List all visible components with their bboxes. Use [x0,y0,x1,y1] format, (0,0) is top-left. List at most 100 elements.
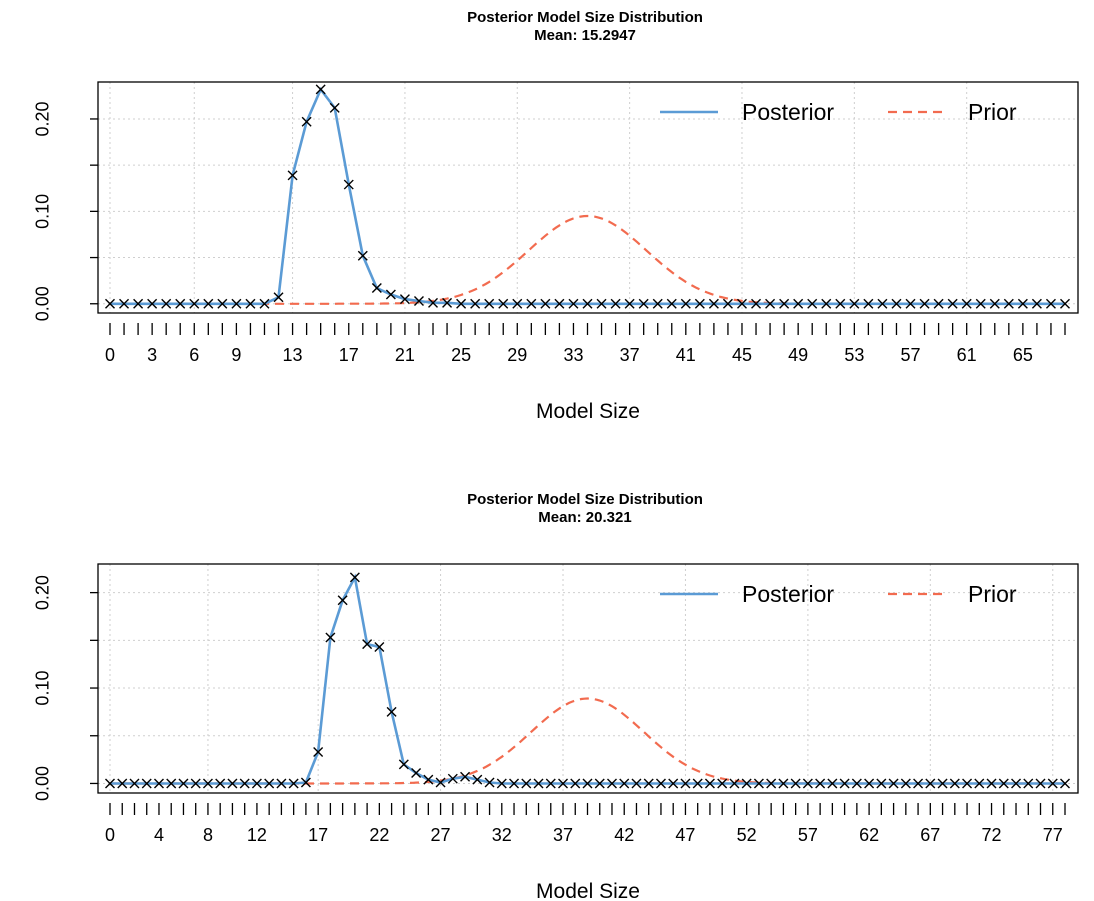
x-tick-label: 57 [798,825,818,845]
x-tick-label: 6 [189,345,199,365]
posterior-point [827,778,838,789]
posterior-point [521,778,532,789]
posterior-point [619,778,630,789]
chart-title: Posterior Model Size Distribution [467,491,703,508]
posterior-point [790,778,801,789]
posterior-point [680,778,691,789]
posterior-point [105,298,115,309]
posterior-point [998,778,1009,789]
posterior-point [666,298,677,309]
plot-frame [97,81,1079,314]
plot-frame [97,563,1079,794]
posterior-point [447,773,458,784]
x-tick-label: 13 [283,345,303,365]
posterior-point [288,778,299,789]
posterior-point [937,778,948,789]
x-tick-label: 53 [844,345,864,365]
posterior-point [315,84,326,95]
posterior-point [231,298,242,309]
posterior-point [722,298,733,309]
posterior-point [570,778,581,789]
posterior-point [1031,298,1042,309]
posterior-point [526,298,537,309]
posterior-point [386,706,397,717]
posterior-point [435,777,446,788]
posterior-point [986,778,997,789]
posterior-point [362,639,373,650]
posterior-point [668,778,679,789]
posterior-point [153,778,164,789]
posterior-point [919,298,930,309]
x-tick-label: 25 [451,345,471,365]
posterior-point [287,170,298,181]
posterior-point [343,179,354,190]
x-tick-label: 4 [154,825,164,845]
x-tick-label: 57 [900,345,920,365]
posterior-point [891,298,902,309]
posterior-point [643,778,654,789]
posterior-point [178,778,189,789]
posterior-point [949,778,960,789]
posterior-point [558,778,569,789]
posterior-point [203,298,214,309]
posterior-point [652,298,663,309]
x-tick-label: 32 [492,825,512,845]
posterior-point [300,777,311,788]
posterior-point [325,632,336,643]
x-tick-label: 27 [431,825,451,845]
posterior-point [512,298,523,309]
posterior-point [202,778,213,789]
posterior-point [133,298,144,309]
posterior-point [888,778,899,789]
posterior-point [484,777,495,788]
posterior-point [594,778,605,789]
x-tick-label: 45 [732,345,752,365]
legend-prior-label: Prior [968,99,1017,125]
x-axis-label: Model Size [536,400,640,423]
posterior-point [1047,778,1058,789]
posterior-point [161,298,172,309]
posterior-point [1060,778,1070,789]
posterior-point [117,778,128,789]
posterior-point [399,294,410,305]
posterior-point [913,778,924,789]
posterior-point [545,778,556,789]
posterior-point [974,778,985,789]
x-tick-label: 22 [369,825,389,845]
x-tick-label: 29 [507,345,527,365]
y-tick-label: 0.20 [32,101,52,136]
posterior-point [729,778,740,789]
posterior-point [166,778,177,789]
posterior-point [863,298,874,309]
x-tick-label: 77 [1043,825,1063,845]
x-tick-label: 61 [957,345,977,365]
posterior-point [374,642,385,653]
posterior-point [141,778,152,789]
prior-series-line [110,214,1065,305]
posterior-point [807,298,818,309]
y-tick-label: 0.20 [32,575,52,610]
posterior-series-line [110,573,1065,785]
posterior-point [610,298,621,309]
legend-posterior-label: Posterior [742,99,834,125]
posterior-point [1017,298,1028,309]
posterior-point [802,778,813,789]
posterior-point [753,778,764,789]
posterior-point [793,298,804,309]
posterior-point [815,778,826,789]
posterior-point [947,298,958,309]
posterior-point [582,298,593,309]
posterior-point [239,778,250,789]
posterior-series-line [110,86,1065,306]
posterior-point [540,298,551,309]
posterior-point [533,778,544,789]
posterior-point [741,778,752,789]
posterior-point [251,778,262,789]
x-tick-label: 42 [614,825,634,845]
posterior-point [568,298,579,309]
posterior-point [484,298,495,309]
posterior-point [849,298,860,309]
